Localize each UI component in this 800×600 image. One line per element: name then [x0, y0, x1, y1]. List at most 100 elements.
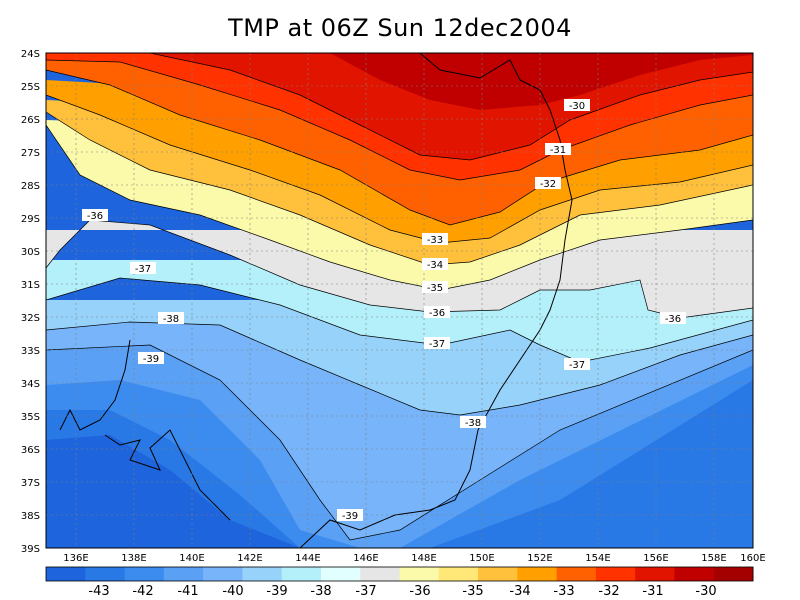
- svg-text:-37: -37: [429, 339, 445, 350]
- colorbar-label: -30: [695, 584, 716, 599]
- colorbar-swatch: [399, 567, 440, 581]
- lat-tick-label: 38S: [21, 511, 40, 522]
- colorbar-label: -42: [132, 584, 153, 599]
- lon-tick-label: 156E: [643, 553, 668, 564]
- lat-tick-label: 28S: [21, 181, 40, 192]
- colorbar-swatch: [595, 567, 636, 581]
- lon-tick-label: 138E: [121, 553, 146, 564]
- lon-tick-label: 150E: [469, 553, 494, 564]
- contour-label: -37: [564, 358, 590, 371]
- lon-tick-label: 140E: [179, 553, 204, 564]
- lat-tick-label: 26S: [21, 115, 40, 126]
- lat-tick-label: 36S: [21, 445, 40, 456]
- svg-text:-38: -38: [465, 418, 481, 429]
- svg-text:-36: -36: [429, 308, 445, 319]
- colorbar: -43 -42 -41 -40 -39 -38 -37 -36 -35 -34 …: [45, 566, 754, 599]
- lat-tick-label: 34S: [21, 379, 40, 390]
- lat-tick-label: 32S: [21, 313, 40, 324]
- colorbar-label: -33: [553, 584, 574, 599]
- svg-text:-30: -30: [569, 101, 585, 112]
- colorbar-swatch: [517, 567, 558, 581]
- colorbar-label: -35: [462, 584, 483, 599]
- lon-tick-label: 144E: [295, 553, 320, 564]
- lat-tick-label: 30S: [21, 247, 40, 258]
- contour-label: -36: [660, 312, 686, 325]
- colorbar-label: -41: [177, 584, 198, 599]
- colorbar-swatch: [438, 567, 479, 581]
- contour-label-group: -30 -31 -32 -33 -34 -35 -36 -37 -38 -39 …: [82, 99, 686, 522]
- svg-text:-37: -37: [569, 360, 585, 371]
- lat-tick-label: 24S: [21, 49, 40, 60]
- colorbar-label: -38: [310, 584, 331, 599]
- svg-text:-38: -38: [163, 314, 179, 325]
- longitude-axis: 136E 138E 140E 142E 144E 146E 148E 150E …: [63, 553, 765, 564]
- svg-text:-35: -35: [427, 283, 443, 294]
- lat-tick-label: 27S: [21, 148, 40, 159]
- lat-tick-label: 33S: [21, 346, 40, 357]
- colorbar-frame: [45, 566, 754, 582]
- svg-text:-37: -37: [135, 264, 151, 275]
- contour-label: -31: [545, 143, 571, 156]
- colorbar-swatch: [203, 567, 243, 581]
- lon-tick-label: 152E: [527, 553, 552, 564]
- lon-tick-label: 136E: [63, 553, 88, 564]
- contour-label: -35: [422, 281, 448, 294]
- lat-tick-label: 37S: [21, 478, 40, 489]
- lat-tick-label: 29S: [21, 214, 40, 225]
- map-frame: [45, 52, 754, 549]
- colorbar-swatch: [46, 567, 86, 581]
- latitude-axis: 24S 25S 26S 27S 28S 29S 30S 31S 32S 33S …: [21, 49, 40, 555]
- contour-label: -30: [564, 99, 590, 112]
- svg-text:-34: -34: [427, 260, 443, 271]
- contour-label: -36: [82, 209, 108, 222]
- colorbar-swatch: [674, 567, 715, 581]
- lon-tick-label: 142E: [237, 553, 262, 564]
- lat-tick-label: 39S: [21, 544, 40, 555]
- colorbar-swatch: [635, 567, 675, 581]
- coastline: [59, 53, 573, 548]
- svg-text:-33: -33: [427, 235, 443, 246]
- contour-label: -38: [158, 312, 184, 325]
- contour-label: -33: [422, 233, 448, 246]
- contour-label: -39: [337, 509, 363, 522]
- colorbar-swatches: [46, 567, 754, 581]
- lon-tick-label: 158E: [701, 553, 726, 564]
- contour-label: -32: [535, 177, 561, 190]
- colorbar-swatch: [242, 567, 283, 581]
- colorbar-label: -34: [509, 584, 530, 599]
- colorbar-label: -36: [409, 584, 430, 599]
- contour-label: -39: [138, 352, 164, 365]
- colorbar-labels: -43 -42 -41 -40 -39 -38 -37 -36 -35 -34 …: [88, 584, 716, 599]
- band-minus-29: [330, 53, 753, 110]
- colorbar-swatch: [85, 567, 126, 581]
- svg-text:-36: -36: [87, 211, 103, 222]
- lat-tick-label: 25S: [21, 82, 40, 93]
- colorbar-label: -40: [222, 584, 243, 599]
- colorbar-label: -39: [266, 584, 287, 599]
- contour-label: -38: [460, 416, 486, 429]
- contour-label: -37: [130, 262, 156, 275]
- colorbar-swatch: [163, 567, 204, 581]
- map-title: TMP at 06Z Sun 12dec2004: [228, 14, 572, 42]
- colorbar-swatch: [281, 567, 322, 581]
- svg-text:-36: -36: [665, 314, 681, 325]
- colorbar-label: -43: [88, 584, 109, 599]
- colorbar-swatch: [713, 567, 754, 581]
- lat-tick-label: 31S: [21, 280, 40, 291]
- lon-tick-label: 160E: [740, 553, 765, 564]
- colorbar-label: -32: [598, 584, 619, 599]
- colorbar-swatch: [478, 567, 518, 581]
- lon-tick-label: 146E: [353, 553, 378, 564]
- colorbar-swatch: [320, 567, 361, 581]
- svg-text:-39: -39: [342, 511, 358, 522]
- contour-label: -34: [422, 258, 448, 271]
- colorbar-label: -31: [642, 584, 663, 599]
- svg-text:-31: -31: [550, 145, 566, 156]
- colorbar-label: -37: [355, 584, 376, 599]
- contour-label: -37: [424, 337, 450, 350]
- svg-text:-39: -39: [143, 354, 159, 365]
- colorbar-swatch: [556, 567, 597, 581]
- lon-tick-label: 154E: [585, 553, 610, 564]
- lon-tick-label: 148E: [411, 553, 436, 564]
